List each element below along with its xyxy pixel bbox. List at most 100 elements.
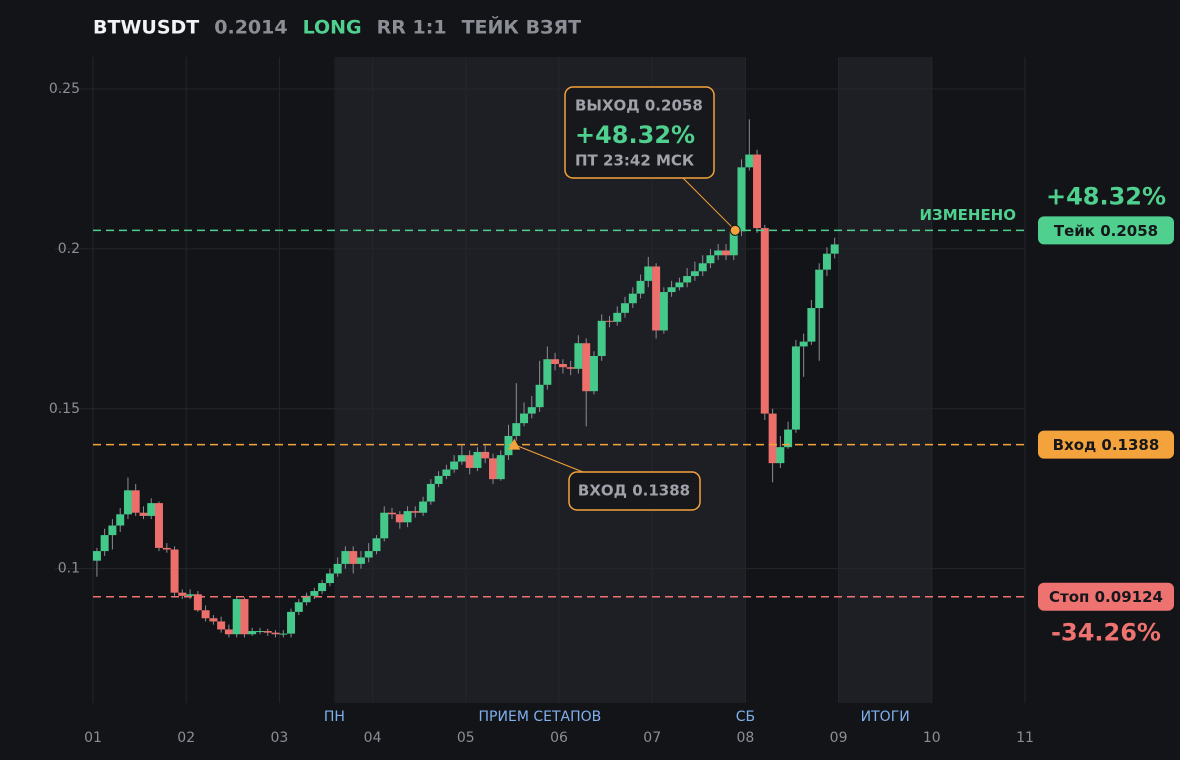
candle-body bbox=[535, 384, 544, 408]
x-tick-label: 03 bbox=[270, 730, 288, 746]
y-tick-label: 0.2 bbox=[58, 241, 80, 257]
x-tick-label: 05 bbox=[457, 730, 475, 746]
exit-change: +48.32% bbox=[575, 121, 695, 149]
y-tick-label: 0.15 bbox=[49, 401, 80, 417]
candle-body bbox=[582, 343, 591, 392]
candle-body bbox=[698, 263, 707, 272]
candle-body bbox=[605, 320, 614, 322]
level-change: +48.32% bbox=[1046, 182, 1166, 210]
level-note: ИЗМЕНЕНО bbox=[920, 206, 1017, 224]
candle-body bbox=[465, 455, 474, 468]
candle-body bbox=[224, 629, 233, 635]
header-title: BTWUSDT bbox=[93, 17, 199, 39]
candle-body bbox=[364, 551, 373, 558]
candle-body bbox=[737, 167, 746, 232]
candle-body bbox=[116, 514, 125, 526]
candle-body bbox=[217, 621, 226, 630]
exit-box bbox=[564, 86, 715, 179]
candle-body bbox=[450, 461, 459, 470]
candle-body bbox=[574, 343, 583, 369]
candle-body bbox=[768, 413, 777, 464]
x-tick-label: 04 bbox=[364, 730, 382, 746]
candle-body bbox=[131, 490, 140, 513]
candle-body bbox=[659, 292, 668, 331]
candle-body bbox=[729, 231, 738, 256]
candle-body bbox=[170, 549, 179, 593]
candle-body bbox=[154, 503, 163, 548]
zone-label: ПРИЕМ СЕТАПОВ bbox=[479, 709, 602, 725]
candle-body bbox=[419, 501, 428, 513]
candle-body bbox=[411, 511, 420, 513]
candle-body bbox=[543, 359, 552, 385]
candle-body bbox=[356, 557, 365, 564]
candle-body bbox=[527, 407, 536, 414]
candle-body bbox=[341, 551, 350, 564]
candle-body bbox=[178, 592, 187, 596]
entry-pointer bbox=[514, 444, 584, 473]
level-label: Тейк 0.2058 bbox=[1054, 222, 1158, 240]
candle-body bbox=[784, 429, 793, 448]
candle-body bbox=[613, 312, 622, 322]
candle-body bbox=[496, 455, 505, 480]
candle-body bbox=[791, 346, 800, 430]
candle-body bbox=[193, 594, 202, 611]
header-status: ТЕЙК ВЗЯТ bbox=[462, 16, 582, 39]
candle-body bbox=[830, 244, 839, 254]
header-side: LONG bbox=[303, 17, 362, 39]
level-pill bbox=[1038, 216, 1174, 245]
candle-body bbox=[636, 280, 645, 294]
candle-body bbox=[473, 451, 482, 468]
candle-body bbox=[209, 618, 218, 622]
candle-body bbox=[403, 511, 412, 523]
candle-body bbox=[481, 451, 490, 459]
header-rr: RR 1:1 bbox=[377, 17, 447, 39]
candle-body bbox=[690, 271, 699, 277]
candle-body bbox=[753, 154, 762, 229]
candle-body bbox=[551, 359, 560, 365]
candle-body bbox=[457, 455, 466, 462]
candle-body bbox=[232, 599, 241, 635]
candle-body bbox=[271, 632, 280, 635]
candle-body bbox=[807, 308, 816, 342]
exit-pointer bbox=[682, 177, 736, 231]
candle-body bbox=[597, 320, 606, 357]
candle-body bbox=[683, 276, 692, 283]
candle-body bbox=[372, 538, 381, 552]
x-tick-label: 09 bbox=[830, 730, 848, 746]
candle-body bbox=[387, 512, 396, 515]
candle-body bbox=[395, 514, 404, 523]
x-tick-label: 06 bbox=[550, 730, 568, 746]
candle-body bbox=[186, 594, 195, 596]
candle-body bbox=[644, 266, 653, 281]
candle-body bbox=[434, 475, 443, 484]
candle-body bbox=[652, 266, 661, 331]
candle-body bbox=[162, 547, 171, 550]
candle-body bbox=[147, 503, 156, 516]
candle-body bbox=[256, 631, 265, 633]
level-change: -34.26% bbox=[1051, 619, 1161, 647]
zone-label: ИТОГИ bbox=[861, 709, 910, 725]
level-pill bbox=[1038, 430, 1174, 459]
x-tick-label: 07 bbox=[643, 730, 661, 746]
candle-body bbox=[302, 595, 311, 603]
candle-body bbox=[589, 356, 598, 392]
entry-marker bbox=[508, 438, 521, 450]
candle-body bbox=[667, 287, 676, 293]
candle-body bbox=[822, 253, 831, 270]
entry-box bbox=[568, 471, 701, 511]
candle-body bbox=[426, 483, 435, 502]
candle-body bbox=[108, 525, 117, 536]
candle-body bbox=[201, 610, 210, 619]
candle-body bbox=[558, 364, 567, 368]
candle-body bbox=[380, 512, 389, 539]
x-tick-label: 10 bbox=[923, 730, 941, 746]
candle-body bbox=[123, 490, 132, 515]
header-last: 0.2014 bbox=[214, 17, 287, 39]
x-tick-label: 02 bbox=[177, 730, 195, 746]
candle-body bbox=[248, 631, 257, 635]
exit-time: ПТ 23:42 МСК bbox=[575, 152, 695, 170]
candle-body bbox=[745, 154, 754, 168]
x-tick-label: 01 bbox=[84, 730, 102, 746]
candle-body bbox=[504, 435, 513, 456]
